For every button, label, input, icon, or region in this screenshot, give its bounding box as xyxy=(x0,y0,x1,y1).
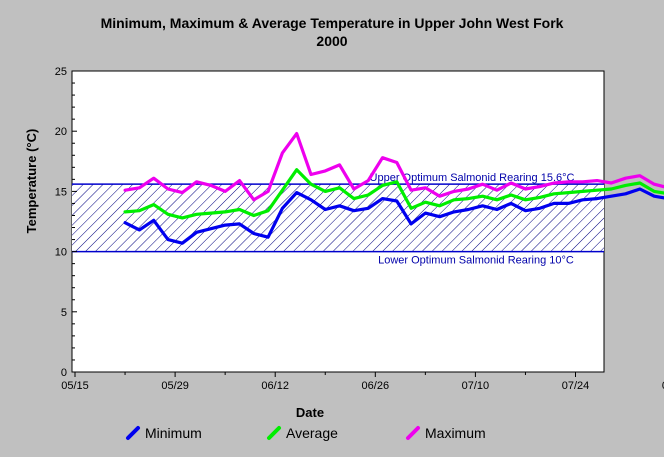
legend-label-average: Average xyxy=(286,425,338,441)
axis-layer: 0 5 10 15 20 25 05/15 05/29 06/12 06/26 07/10 07/24… xyxy=(55,66,664,392)
legend-swatch-maximum xyxy=(406,426,420,440)
series-line-maximum xyxy=(123,132,664,202)
legend: Minimum Average Maximum xyxy=(126,425,486,441)
chart-title-line2: 2000 xyxy=(316,33,348,49)
x-tick-label: 08/07 xyxy=(662,380,664,392)
y-tick-label: 15 xyxy=(55,186,67,198)
optimum-band-hatch xyxy=(72,184,604,252)
chart-title-line1: Minimum, Maximum & Average Temperature i… xyxy=(100,15,564,31)
legend-label-minimum: Minimum xyxy=(145,425,202,441)
x-axis-label: Date xyxy=(296,405,324,420)
x-tick-label: 05/15 xyxy=(61,380,89,392)
x-tick-label: 06/12 xyxy=(261,380,289,392)
legend-swatch-minimum xyxy=(126,426,140,440)
y-tick-label: 20 xyxy=(55,126,67,138)
x-tick-label: 07/24 xyxy=(562,380,590,392)
series-layer xyxy=(123,132,664,245)
legend-swatch-average xyxy=(267,426,281,440)
y-axis-label: Temperature (°C) xyxy=(24,129,39,234)
chart-title: Minimum, Maximum & Average Temperature i… xyxy=(0,14,664,50)
y-tick-label: 10 xyxy=(55,247,67,259)
series-line-average xyxy=(123,168,664,220)
y-tick-label: 25 xyxy=(55,66,67,78)
series-line-minimum xyxy=(123,187,664,245)
y-tick-label: 0 xyxy=(61,367,67,379)
x-tick-label: 07/10 xyxy=(462,380,490,392)
x-tick-label: 06/26 xyxy=(362,380,390,392)
legend-label-maximum: Maximum xyxy=(425,425,486,441)
x-tick-label: 05/29 xyxy=(161,380,189,392)
upper-optimum-label: Upper Optimum Salmonid Rearing 15.6°C xyxy=(370,172,575,184)
y-tick-label: 5 xyxy=(61,307,67,319)
lower-optimum-label: Lower Optimum Salmonid Rearing 10°C xyxy=(378,255,574,267)
